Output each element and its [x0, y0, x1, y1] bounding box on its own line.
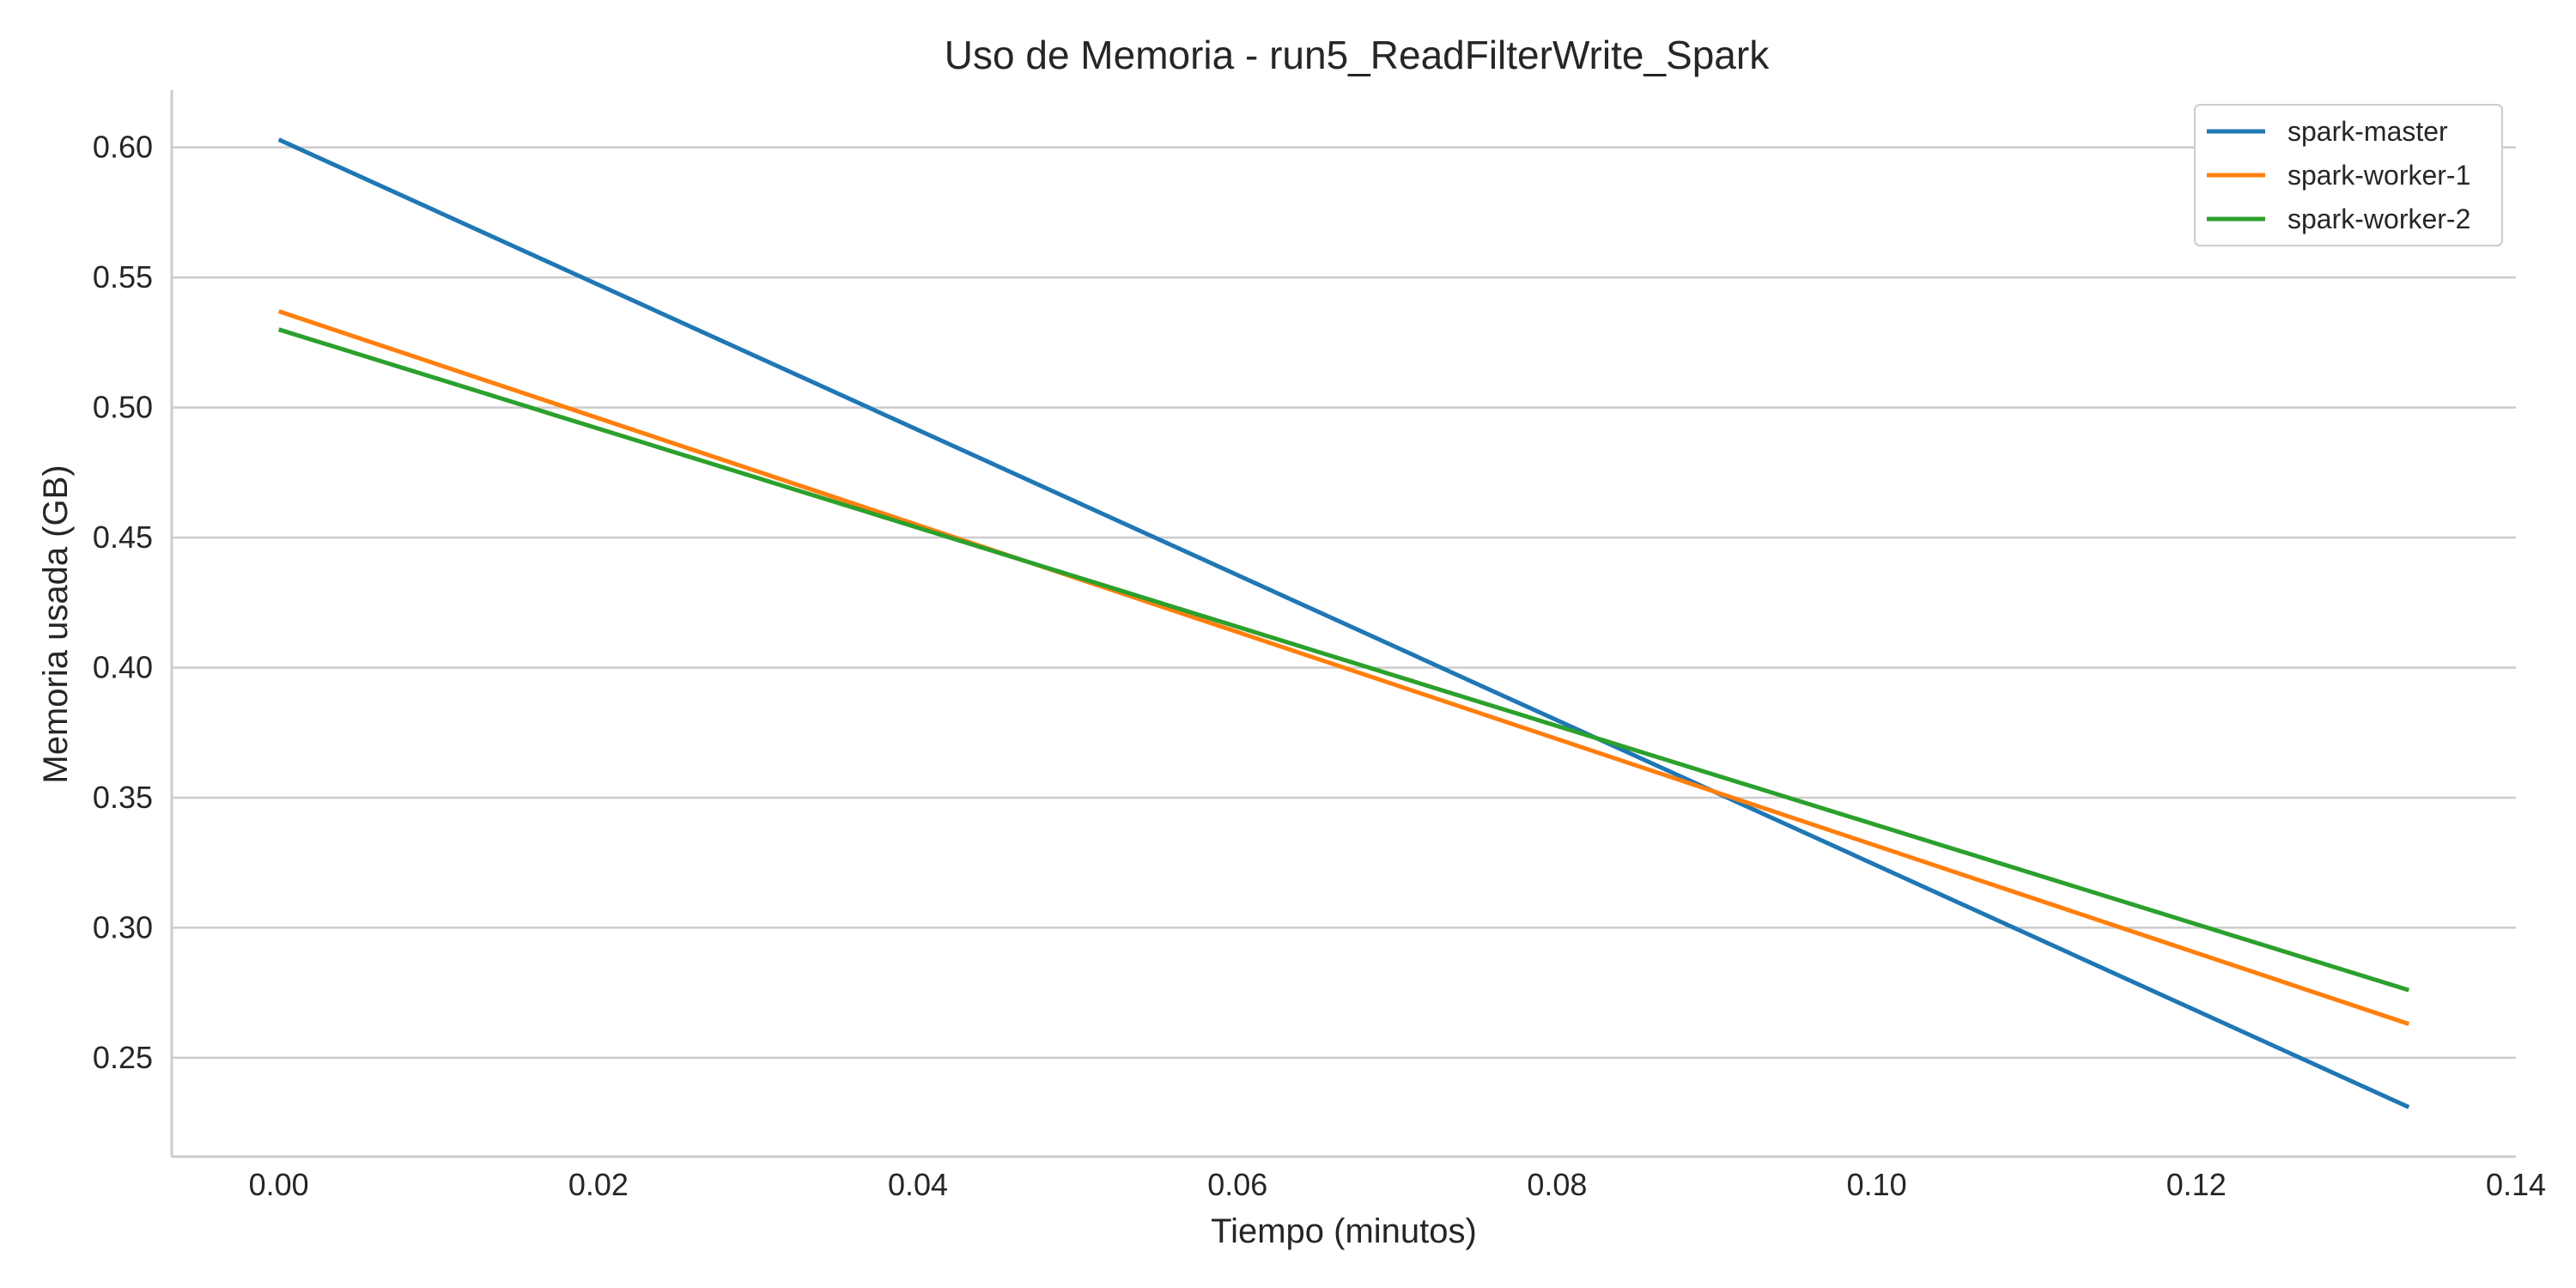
y-tick-label: 0.40 — [93, 649, 153, 684]
series-line-spark-worker-1 — [277, 309, 2410, 1026]
y-tick-label: 0.60 — [93, 130, 153, 165]
x-tick-label: 0.08 — [1527, 1167, 1587, 1202]
y-tick-label: 0.50 — [93, 390, 153, 425]
y-tick-label: 0.45 — [93, 519, 153, 555]
legend-label-spark-master: spark-master — [2287, 116, 2448, 147]
x-tick-label: 0.14 — [2486, 1167, 2546, 1202]
x-tick-label: 0.00 — [249, 1167, 309, 1202]
series-line-spark-master — [277, 137, 2410, 1109]
series-line-spark-worker-2 — [277, 327, 2410, 993]
y-tick-label: 0.55 — [93, 259, 153, 295]
y-axis-label: Memoria usada (GB) — [37, 465, 75, 783]
legend-label-spark-worker-2: spark-worker-2 — [2287, 204, 2470, 234]
legend-items: spark-master spark-worker-1 spark-worker-2 — [2207, 116, 2470, 234]
x-tick-label: 0.10 — [1847, 1167, 1907, 1202]
x-axis-label: Tiempo (minutos) — [1211, 1212, 1477, 1250]
legend-label-spark-worker-1: spark-worker-1 — [2287, 160, 2470, 191]
x-tick-label: 0.04 — [888, 1167, 948, 1202]
x-tick-label: 0.12 — [2166, 1167, 2227, 1202]
y-tick-labels: 0.25 0.30 0.35 0.40 0.45 0.50 0.55 0.60 — [93, 130, 153, 1075]
legend-frame — [2194, 104, 2503, 246]
grid-lines — [172, 146, 2516, 1060]
legend: spark-master spark-worker-1 spark-worker-2 — [2194, 104, 2503, 246]
y-tick-label: 0.35 — [93, 780, 153, 815]
x-tick-label: 0.02 — [568, 1167, 629, 1202]
y-tick-label: 0.25 — [93, 1040, 153, 1075]
chart-title: Uso de Memoria - run5_ReadFilterWrite_Sp… — [945, 33, 1770, 77]
x-tick-label: 0.06 — [1207, 1167, 1267, 1202]
x-tick-labels: 0.00 0.02 0.04 0.06 0.08 0.10 0.12 0.14 — [249, 1167, 2546, 1202]
series-lines — [277, 137, 2410, 1109]
y-tick-label: 0.30 — [93, 909, 153, 945]
